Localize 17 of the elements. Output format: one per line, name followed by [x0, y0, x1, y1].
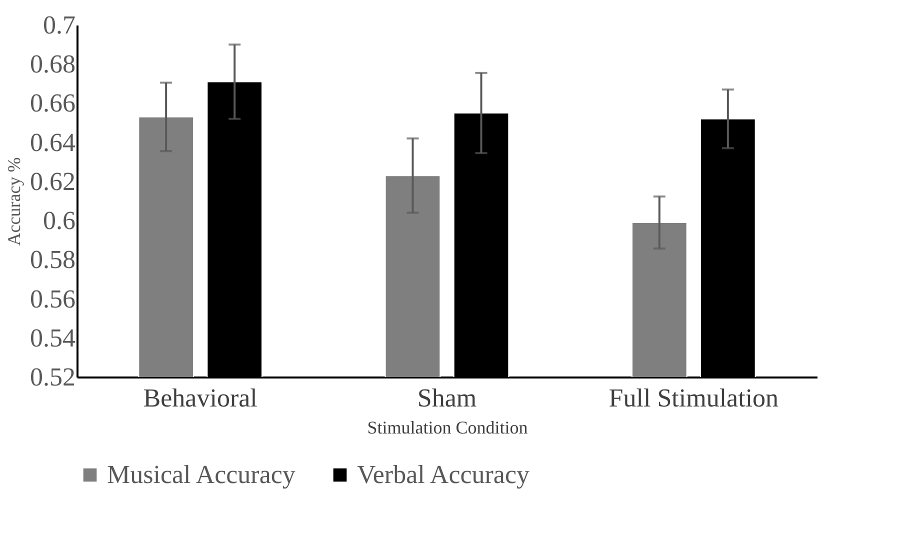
y-tick-label: 0.7 — [43, 10, 76, 40]
y-tick-label: 0.56 — [30, 284, 76, 314]
y-tick-label: 0.6 — [43, 206, 76, 236]
legend-label: Musical Accuracy — [107, 460, 296, 489]
y-tick-label: 0.66 — [30, 88, 76, 118]
y-tick-label: 0.52 — [30, 362, 76, 392]
y-tick-label: 0.68 — [30, 50, 76, 79]
x-axis-title: Stimulation Condition — [367, 418, 528, 438]
x-tick-label: Full Stimulation — [608, 384, 779, 412]
y-tick-label: 0.64 — [30, 128, 76, 157]
legend-label: Verbal Accuracy — [357, 460, 530, 489]
y-tick-label: 0.58 — [30, 245, 76, 274]
y-tick-label: 0.62 — [30, 166, 76, 196]
y-tick-label: 0.54 — [30, 323, 76, 352]
x-tick-label: Behavioral — [143, 384, 258, 412]
x-tick-label: Sham — [417, 384, 477, 412]
y-axis-title: Accuracy % — [4, 157, 24, 246]
